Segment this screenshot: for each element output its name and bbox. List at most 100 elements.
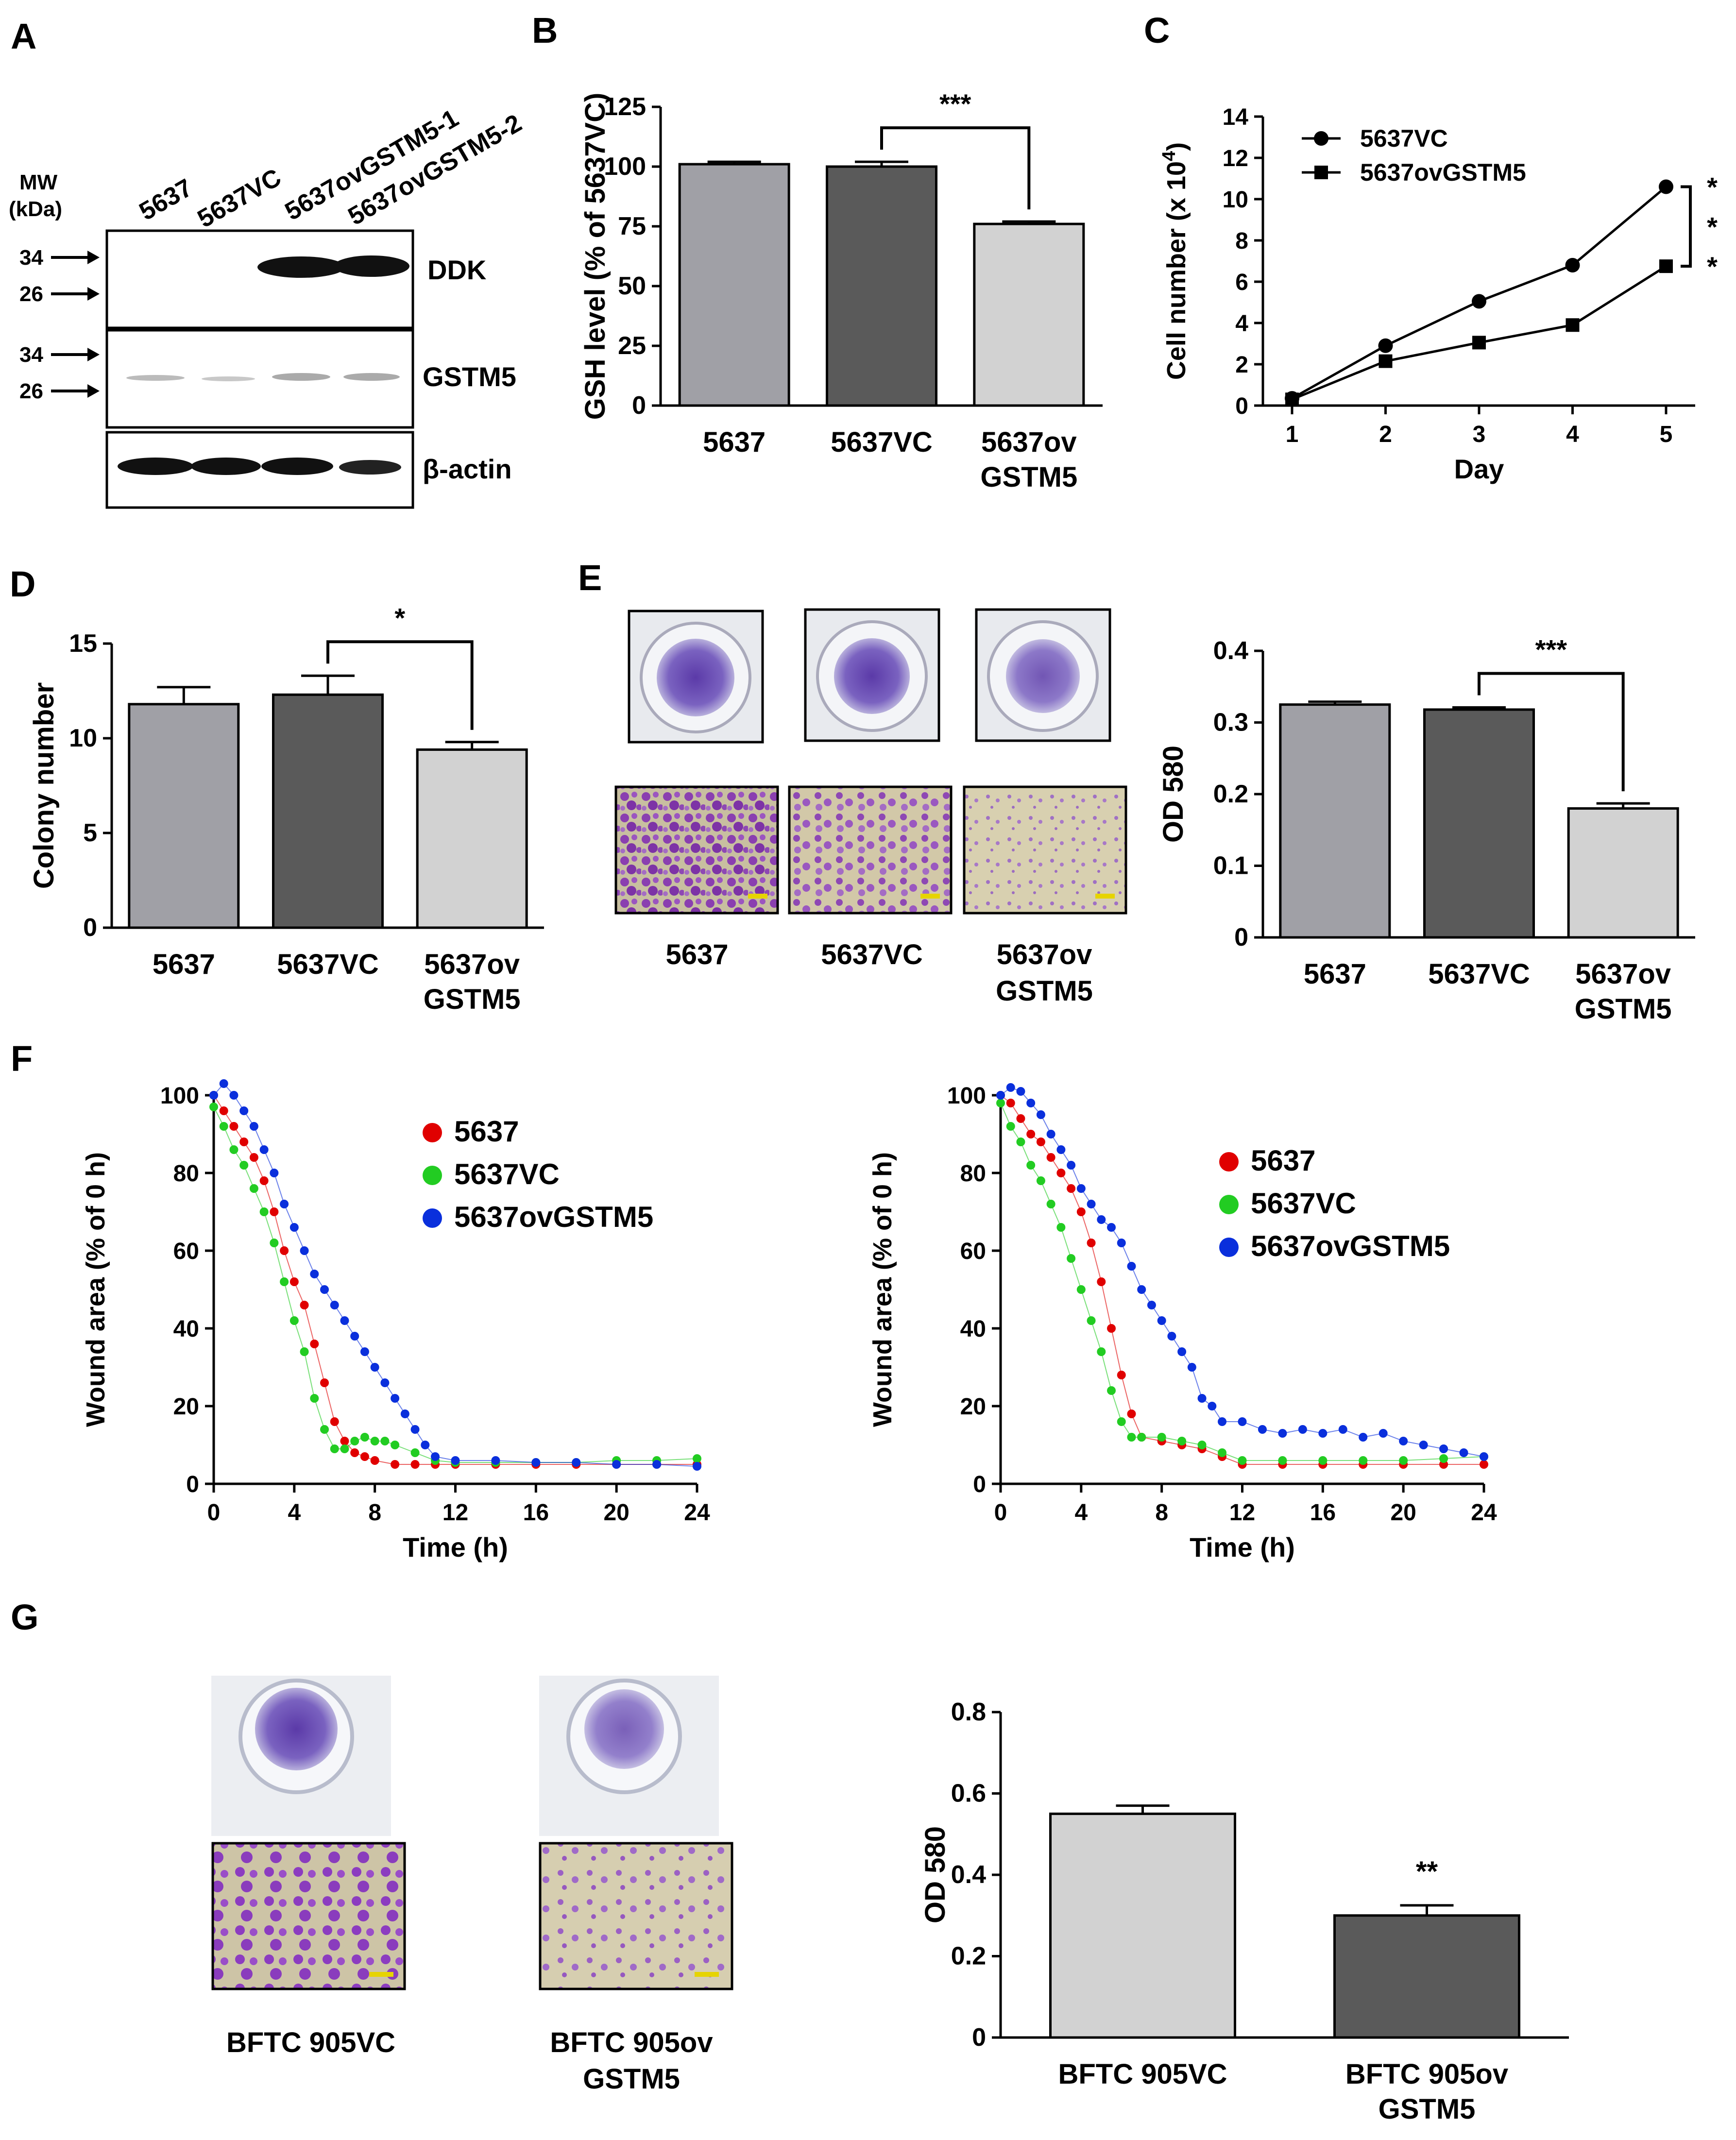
significance-label: ** bbox=[1416, 1856, 1438, 1887]
legend-label: 5637 bbox=[1251, 1144, 1315, 1177]
data-point bbox=[410, 1460, 420, 1469]
data-point bbox=[1278, 1429, 1287, 1438]
series-line bbox=[1291, 186, 1667, 400]
y-axis-label: GSH level (% of 5637VC) bbox=[579, 93, 611, 420]
panel-label-f: F bbox=[11, 1038, 33, 1079]
data-point bbox=[270, 1239, 279, 1247]
data-point bbox=[1067, 1161, 1076, 1170]
data-point bbox=[431, 1452, 440, 1461]
data-point bbox=[1087, 1316, 1096, 1325]
significance-label: * bbox=[1707, 211, 1718, 242]
data-point bbox=[370, 1437, 379, 1445]
data-point bbox=[270, 1207, 279, 1216]
x-tick-label: 16 bbox=[1310, 1500, 1336, 1526]
data-point bbox=[380, 1378, 390, 1387]
y-tick-label: 12 bbox=[1223, 146, 1248, 171]
data-point bbox=[1056, 1223, 1066, 1232]
data-point bbox=[320, 1378, 329, 1387]
data-point bbox=[391, 1460, 400, 1469]
data-point bbox=[1087, 1200, 1096, 1208]
bar bbox=[416, 748, 528, 929]
data-point bbox=[1076, 1184, 1086, 1193]
band-actin-2 bbox=[191, 458, 261, 475]
data-point bbox=[259, 1145, 269, 1154]
data-point bbox=[400, 1410, 409, 1418]
data-point bbox=[270, 1169, 279, 1177]
data-point bbox=[612, 1460, 621, 1469]
y-tick-label: 75 bbox=[618, 212, 646, 240]
data-point bbox=[1399, 1456, 1408, 1465]
data-point bbox=[391, 1441, 400, 1449]
data-point bbox=[1036, 1138, 1045, 1146]
band-actin-1 bbox=[118, 458, 193, 475]
y-tick-label: 0 bbox=[972, 2023, 986, 2052]
series-line bbox=[1292, 265, 1667, 401]
data-point bbox=[1659, 179, 1673, 194]
photo-label-gstm5-g: GSTM5 bbox=[583, 2063, 680, 2095]
y-tick-label: 2 bbox=[1235, 352, 1248, 378]
y-axis-label: Colony number bbox=[28, 682, 60, 889]
y-tick-label: 125 bbox=[604, 93, 646, 121]
y-tick-label: 80 bbox=[173, 1161, 199, 1187]
data-point bbox=[280, 1277, 289, 1286]
legend-label: 5637VC bbox=[1251, 1187, 1356, 1220]
data-point bbox=[1187, 1363, 1196, 1372]
y-tick-label: 20 bbox=[173, 1394, 199, 1420]
panel-label-d: D bbox=[10, 564, 35, 604]
data-point bbox=[1056, 1169, 1066, 1177]
data-point bbox=[1439, 1444, 1448, 1453]
data-point bbox=[1006, 1083, 1015, 1092]
x-tick-label: 8 bbox=[368, 1500, 381, 1526]
data-point bbox=[320, 1425, 329, 1434]
data-point bbox=[1046, 1153, 1055, 1162]
x-tick-label: 8 bbox=[1155, 1500, 1168, 1526]
band-gstm5-4 bbox=[343, 373, 400, 381]
data-point bbox=[1359, 1456, 1368, 1465]
chart-f-right: 0 20 40 60 80 100 Wound area (% of 0 h) 0 4 8 12 16… bbox=[868, 1083, 1497, 1563]
data-point bbox=[1318, 1456, 1328, 1465]
data-point bbox=[1566, 318, 1580, 332]
data-point bbox=[239, 1138, 249, 1146]
legend-marker bbox=[423, 1208, 442, 1228]
data-point bbox=[1147, 1301, 1156, 1309]
data-point bbox=[360, 1347, 369, 1356]
y-tick-label: 50 bbox=[618, 272, 646, 300]
y-axis-label: OD 580 bbox=[1157, 746, 1189, 843]
significance-label: * bbox=[1707, 251, 1718, 282]
x-tick-label: 20 bbox=[603, 1500, 629, 1526]
data-point bbox=[1067, 1254, 1076, 1263]
micrograph-5637ovgstm5 bbox=[963, 785, 1127, 915]
y-tick-label: 10 bbox=[69, 724, 97, 752]
data-point bbox=[1278, 1456, 1287, 1465]
marker-34-b: 34 bbox=[19, 343, 43, 367]
category-label: GSTM5 bbox=[1379, 2093, 1476, 2125]
category-label: 5637VC bbox=[277, 949, 379, 980]
legend-marker bbox=[1314, 131, 1328, 146]
data-point bbox=[1097, 1347, 1106, 1356]
y-tick-label: 20 bbox=[960, 1394, 986, 1420]
data-point bbox=[1167, 1332, 1176, 1341]
bar bbox=[826, 165, 937, 407]
data-point bbox=[1026, 1130, 1036, 1138]
significance-bracket bbox=[326, 640, 474, 730]
data-point bbox=[1157, 1316, 1166, 1325]
data-point bbox=[229, 1091, 238, 1100]
data-point bbox=[340, 1444, 349, 1453]
y-tick-label: 0.3 bbox=[1213, 709, 1248, 737]
chart-e: 0 0.1 0.2 0.3 0.4 OD 580 5637 5637VC 5637ovGSTM5… bbox=[1157, 634, 1695, 1025]
data-point bbox=[1379, 354, 1393, 368]
category-label: 5637ov bbox=[424, 949, 520, 980]
data-point bbox=[330, 1301, 339, 1309]
series-line bbox=[1000, 1087, 1484, 1457]
data-point bbox=[330, 1417, 339, 1426]
data-point bbox=[1238, 1456, 1247, 1465]
category-label: 5637ov bbox=[1575, 958, 1671, 990]
data-point bbox=[239, 1106, 249, 1115]
x-tick-label: 12 bbox=[443, 1500, 468, 1526]
x-axis-label: Time (h) bbox=[403, 1532, 508, 1563]
data-point bbox=[1097, 1277, 1106, 1286]
data-point bbox=[1016, 1114, 1025, 1123]
photo-label-5637: 5637 bbox=[665, 939, 728, 970]
y-tick-label: 0 bbox=[83, 914, 97, 942]
legend-label: 5637ovGSTM5 bbox=[454, 1201, 653, 1233]
